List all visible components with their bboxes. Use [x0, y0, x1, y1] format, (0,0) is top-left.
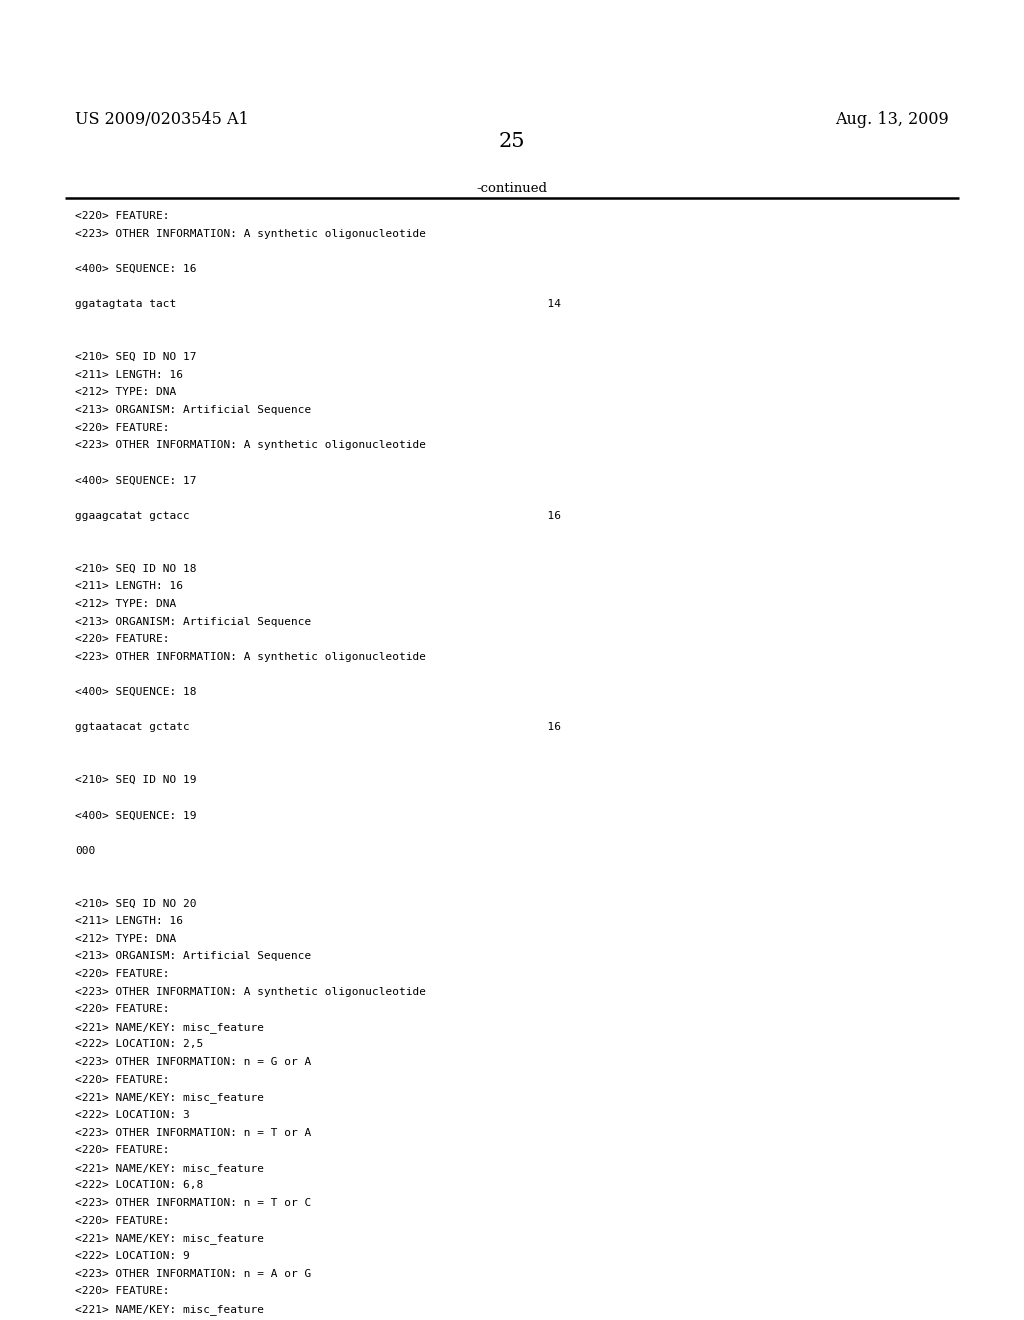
Text: <213> ORGANISM: Artificial Sequence: <213> ORGANISM: Artificial Sequence: [75, 616, 311, 627]
Text: <221> NAME/KEY: misc_feature: <221> NAME/KEY: misc_feature: [75, 1304, 264, 1315]
Text: <223> OTHER INFORMATION: A synthetic oligonucleotide: <223> OTHER INFORMATION: A synthetic oli…: [75, 228, 426, 239]
Text: <221> NAME/KEY: misc_feature: <221> NAME/KEY: misc_feature: [75, 1233, 264, 1245]
Text: <220> FEATURE:: <220> FEATURE:: [75, 422, 169, 433]
Text: <213> ORGANISM: Artificial Sequence: <213> ORGANISM: Artificial Sequence: [75, 405, 311, 414]
Text: <210> SEQ ID NO 18: <210> SEQ ID NO 18: [75, 564, 197, 574]
Text: <221> NAME/KEY: misc_feature: <221> NAME/KEY: misc_feature: [75, 1022, 264, 1032]
Text: Aug. 13, 2009: Aug. 13, 2009: [836, 111, 949, 128]
Text: -continued: -continued: [476, 182, 548, 195]
Text: US 2009/0203545 A1: US 2009/0203545 A1: [75, 111, 249, 128]
Text: <212> TYPE: DNA: <212> TYPE: DNA: [75, 599, 176, 609]
Text: <222> LOCATION: 9: <222> LOCATION: 9: [75, 1251, 189, 1261]
Text: <210> SEQ ID NO 17: <210> SEQ ID NO 17: [75, 352, 197, 362]
Text: <223> OTHER INFORMATION: n = A or G: <223> OTHER INFORMATION: n = A or G: [75, 1269, 311, 1279]
Text: <220> FEATURE:: <220> FEATURE:: [75, 969, 169, 979]
Text: <212> TYPE: DNA: <212> TYPE: DNA: [75, 387, 176, 397]
Text: <221> NAME/KEY: misc_feature: <221> NAME/KEY: misc_feature: [75, 1092, 264, 1104]
Text: ggtaatacat gctatc                                                     16: ggtaatacat gctatc 16: [75, 722, 561, 733]
Text: 25: 25: [499, 132, 525, 150]
Text: <211> LENGTH: 16: <211> LENGTH: 16: [75, 916, 182, 927]
Text: <223> OTHER INFORMATION: A synthetic oligonucleotide: <223> OTHER INFORMATION: A synthetic oli…: [75, 652, 426, 661]
Text: <220> FEATURE:: <220> FEATURE:: [75, 1146, 169, 1155]
Text: <210> SEQ ID NO 19: <210> SEQ ID NO 19: [75, 775, 197, 785]
Text: <223> OTHER INFORMATION: n = T or C: <223> OTHER INFORMATION: n = T or C: [75, 1199, 311, 1208]
Text: <213> ORGANISM: Artificial Sequence: <213> ORGANISM: Artificial Sequence: [75, 952, 311, 961]
Text: <221> NAME/KEY: misc_feature: <221> NAME/KEY: misc_feature: [75, 1163, 264, 1173]
Text: <400> SEQUENCE: 19: <400> SEQUENCE: 19: [75, 810, 197, 820]
Text: ggaagcatat gctacc                                                     16: ggaagcatat gctacc 16: [75, 511, 561, 521]
Text: <212> TYPE: DNA: <212> TYPE: DNA: [75, 933, 176, 944]
Text: <400> SEQUENCE: 16: <400> SEQUENCE: 16: [75, 264, 197, 275]
Text: <223> OTHER INFORMATION: n = T or A: <223> OTHER INFORMATION: n = T or A: [75, 1127, 311, 1138]
Text: <220> FEATURE:: <220> FEATURE:: [75, 1074, 169, 1085]
Text: <222> LOCATION: 6,8: <222> LOCATION: 6,8: [75, 1180, 203, 1191]
Text: <211> LENGTH: 16: <211> LENGTH: 16: [75, 370, 182, 380]
Text: <220> FEATURE:: <220> FEATURE:: [75, 211, 169, 222]
Text: <220> FEATURE:: <220> FEATURE:: [75, 1005, 169, 1014]
Text: <400> SEQUENCE: 17: <400> SEQUENCE: 17: [75, 475, 197, 486]
Text: <222> LOCATION: 3: <222> LOCATION: 3: [75, 1110, 189, 1119]
Text: <400> SEQUENCE: 18: <400> SEQUENCE: 18: [75, 686, 197, 697]
Text: <222> LOCATION: 2,5: <222> LOCATION: 2,5: [75, 1039, 203, 1049]
Text: <220> FEATURE:: <220> FEATURE:: [75, 1286, 169, 1296]
Text: <223> OTHER INFORMATION: n = G or A: <223> OTHER INFORMATION: n = G or A: [75, 1057, 311, 1067]
Text: 000: 000: [75, 846, 95, 855]
Text: <223> OTHER INFORMATION: A synthetic oligonucleotide: <223> OTHER INFORMATION: A synthetic oli…: [75, 441, 426, 450]
Text: <220> FEATURE:: <220> FEATURE:: [75, 1216, 169, 1226]
Text: <211> LENGTH: 16: <211> LENGTH: 16: [75, 581, 182, 591]
Text: <220> FEATURE:: <220> FEATURE:: [75, 634, 169, 644]
Text: ggatagtata tact                                                       14: ggatagtata tact 14: [75, 300, 561, 309]
Text: <223> OTHER INFORMATION: A synthetic oligonucleotide: <223> OTHER INFORMATION: A synthetic oli…: [75, 986, 426, 997]
Text: <210> SEQ ID NO 20: <210> SEQ ID NO 20: [75, 899, 197, 908]
